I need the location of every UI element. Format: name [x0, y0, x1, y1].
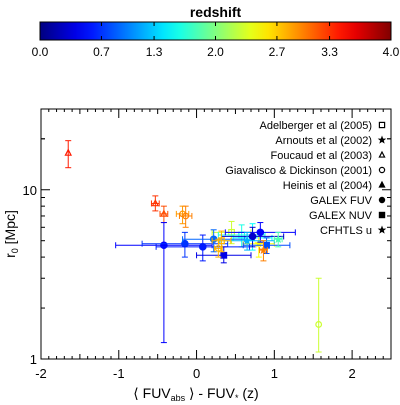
point-marker: [258, 245, 268, 254]
point-marker: [315, 321, 323, 328]
legend-label: Giavalisco & Dickinson (2001): [225, 165, 372, 177]
data-point: [115, 222, 213, 344]
legend-marker: [378, 196, 386, 204]
x-tick-label: 1: [271, 366, 278, 381]
colorbar-tick-label: 0.7: [93, 45, 110, 59]
y-axis-label: r0 [Mpc]: [2, 210, 20, 258]
x-axis-label: ⟨ FUVabs ⟩ - FUV* (z): [133, 385, 258, 403]
data-point: [159, 205, 169, 224]
plot-frame: [40, 108, 392, 360]
legend-label: CFHTLS u: [320, 225, 372, 237]
colorbar-tick-label: 1.3: [146, 45, 163, 59]
point-marker: [273, 234, 283, 244]
point-marker: [64, 148, 73, 156]
legend-label: GALEX FUV: [310, 195, 372, 207]
point-marker: [198, 243, 207, 251]
legend-marker: [377, 225, 387, 234]
data-point: [178, 205, 193, 228]
data-point: [64, 140, 73, 169]
legend-label: GALEX NUV: [309, 210, 373, 222]
point-marker: [220, 251, 228, 259]
y-tick-label: 10: [23, 183, 37, 198]
x-tick-label: -1: [113, 366, 125, 381]
point-marker: [182, 212, 190, 220]
data-point: [213, 238, 223, 258]
point-marker: [248, 232, 257, 241]
colorbar-tick-label: 2.7: [269, 45, 286, 59]
data-point: [150, 195, 160, 212]
scatter-plot: -2 -1 0 1 2 1 10 ⟨ FUVabs ⟩ - FUV* (z) r0 [Mpc] A…: [2, 108, 392, 403]
legend-marker: [378, 211, 386, 219]
point-marker: [256, 228, 265, 237]
colorbar-tick-label: 2.0: [207, 45, 224, 59]
x-tick-label: 0: [193, 366, 200, 381]
data-point: [224, 222, 296, 243]
legend-label: Heinis et al (2004): [283, 180, 372, 192]
point-marker: [151, 198, 160, 207]
colorbar: redshift 0.0 0.7 1.3 2.0 2.7 3.3 4.0: [32, 4, 400, 59]
legend-marker: [378, 180, 386, 188]
legend-marker: [378, 150, 386, 158]
data-point: [273, 231, 283, 248]
colorbar-tick-label: 0.0: [32, 45, 49, 59]
data-point: [258, 240, 268, 262]
legend-marker: [377, 135, 387, 144]
legend: Adelberger et al (2005) Arnouts et al (20…: [225, 120, 387, 237]
legend-label: Foucaud et al (2003): [270, 150, 372, 162]
y-tick-label: 1: [30, 352, 37, 367]
x-tick-label: -2: [35, 366, 47, 381]
legend-label: Adelberger et al (2005): [259, 120, 372, 132]
colorbar-tick-label: 3.3: [321, 45, 338, 59]
x-tick-label: 2: [348, 366, 355, 381]
data-point: [242, 237, 291, 255]
legend-marker: [378, 166, 386, 174]
point-marker: [160, 209, 168, 217]
colorbar-tick-label: 4.0: [383, 45, 400, 59]
legend-label: Arnouts et al (2002): [275, 135, 372, 147]
point-marker: [214, 245, 222, 252]
point-marker: [263, 241, 270, 249]
data-point: [315, 277, 323, 353]
point-marker: [160, 241, 168, 250]
point-marker: [242, 235, 252, 245]
colorbar-title: redshift: [190, 4, 242, 20]
legend-marker: [378, 121, 386, 129]
data-point: [196, 246, 252, 264]
